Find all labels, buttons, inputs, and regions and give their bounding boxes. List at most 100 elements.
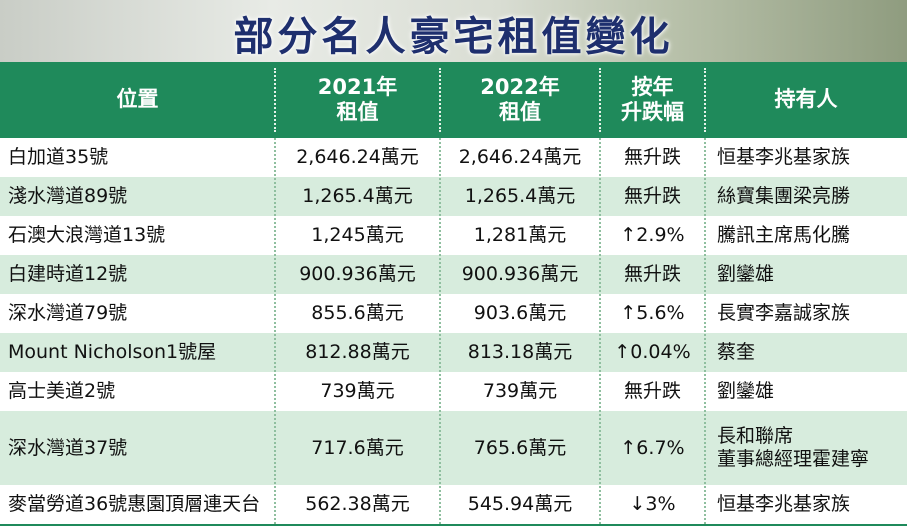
table-cell: 恒基李兆基家族: [705, 138, 907, 177]
header-text: 持有人: [774, 87, 838, 112]
table-cell: 無升跌: [600, 255, 705, 294]
column-separator: [599, 138, 601, 524]
column-separator: [704, 138, 706, 524]
column-separator: [439, 68, 441, 132]
table-cell: 長和聯席 董事總經理霍建寧: [705, 411, 907, 485]
cell-text: ↑5.6%: [620, 302, 685, 325]
table-cell: 812.88萬元: [275, 333, 440, 372]
column-separator: [439, 138, 441, 524]
cell-text: 石澳大浪灣道13號: [8, 224, 166, 247]
cell-text: 無升跌: [623, 380, 681, 403]
table-cell: 717.6萬元: [275, 411, 440, 485]
table-cell: 劉鑾雄: [705, 255, 907, 294]
cell-text: 900.936萬元: [461, 263, 579, 286]
cell-text: 739萬元: [482, 380, 558, 403]
row-background: [0, 177, 907, 216]
header-cell: 位置: [0, 62, 275, 138]
table-cell: 900.936萬元: [440, 255, 600, 294]
table-cell: 長實李嘉誠家族: [705, 294, 907, 333]
cell-text: 855.6萬元: [311, 302, 404, 325]
cell-text: 騰訊主席馬化騰: [717, 224, 851, 247]
row-background: [0, 333, 907, 372]
column-separator: [274, 138, 276, 524]
title: 部分名人豪宅租值變化: [233, 13, 674, 60]
header-text: 2022年: [480, 74, 560, 99]
cell-text: Mount Nicholson1號屋: [8, 341, 217, 364]
cell-text: 900.936萬元: [299, 263, 416, 286]
cell-text: 恒基李兆基家族: [717, 493, 851, 516]
cell-text: 劉鑾雄: [717, 380, 775, 403]
cell-text: 蔡奎: [717, 341, 756, 364]
cell-text: 545.94萬元: [467, 493, 573, 516]
cell-text: 董事總經理霍建寧: [717, 448, 870, 470]
header-text: 升跌幅: [621, 100, 684, 124]
cell-text: 717.6萬元: [311, 436, 404, 459]
row-background: [0, 216, 907, 255]
cell-text: 2,646.24萬元: [458, 146, 582, 169]
cell-text: ↓3%: [629, 493, 676, 516]
cell-text: 無升跌: [623, 185, 681, 208]
table-cell: 石澳大浪灣道13號: [0, 216, 275, 255]
cell-text: ↑6.7%: [620, 436, 685, 459]
table-cell: 2,646.24萬元: [275, 138, 440, 177]
header-cell: 持有人: [705, 62, 907, 138]
table-cell: 1,281萬元: [440, 216, 600, 255]
table-cell: 劉鑾雄: [705, 372, 907, 411]
title-background: [0, 0, 907, 62]
cell-text: 1,265.4萬元: [302, 185, 413, 208]
cell-text: 無升跌: [623, 263, 681, 286]
table-cell: 蔡奎: [705, 333, 907, 372]
table-cell: 絲寶集團梁亮勝: [705, 177, 907, 216]
cell-text: 765.6萬元: [473, 436, 567, 459]
table-cell: 765.6萬元: [440, 411, 600, 485]
table-cell: 1,245萬元: [275, 216, 440, 255]
table-cell: ↑2.9%: [600, 216, 705, 255]
table-cell: 545.94萬元: [440, 485, 600, 524]
table-cell: 903.6萬元: [440, 294, 600, 333]
column-separator: [599, 68, 601, 132]
cell-text: 白加道35號: [8, 146, 109, 169]
table-cell: 1,265.4萬元: [275, 177, 440, 216]
table-cell: 813.18萬元: [440, 333, 600, 372]
header-text: 租值: [499, 100, 541, 124]
header-cell: 2022年 租值: [440, 62, 600, 138]
table-cell: 無升跌: [600, 177, 705, 216]
cell-text: 深水灣道37號: [8, 436, 128, 459]
cell-text: 1,281萬元: [473, 224, 567, 247]
header-cell: 2021年 租值: [275, 62, 440, 138]
table-cell: ↓3%: [600, 485, 705, 524]
table-cell: 2,646.24萬元: [440, 138, 600, 177]
row-background: [0, 372, 907, 411]
table-cell: 無升跌: [600, 372, 705, 411]
row-background: [0, 485, 907, 524]
cell-text: ↑0.04%: [614, 341, 691, 364]
table-cell: ↑0.04%: [600, 333, 705, 372]
cell-text: 絲寶集團梁亮勝: [717, 185, 851, 208]
header-text: 按年: [631, 74, 674, 99]
table-cell: 白建時道12號: [0, 255, 275, 294]
header-text: 2021年: [317, 74, 398, 99]
column-separator: [704, 68, 706, 132]
row-background: [0, 138, 907, 177]
table-cell: 高士美道2號: [0, 372, 275, 411]
column-separator: [274, 68, 276, 132]
cell-text: 812.88萬元: [305, 341, 410, 364]
cell-text: 739萬元: [320, 380, 395, 403]
header-text: 位置: [116, 87, 159, 112]
cell-text: 903.6萬元: [473, 302, 567, 325]
row-background: [0, 411, 907, 485]
header-background: [0, 62, 907, 138]
cell-text: ↑2.9%: [620, 224, 685, 247]
table-cell: Mount Nicholson1號屋: [0, 333, 275, 372]
table-cell: 白加道35號: [0, 138, 275, 177]
table-cell: 855.6萬元: [275, 294, 440, 333]
table-cell: 562.38萬元: [275, 485, 440, 524]
table-cell: 騰訊主席馬化騰: [705, 216, 907, 255]
cell-text: 淺水灣道89號: [8, 185, 128, 208]
table-cell: 無升跌: [600, 138, 705, 177]
cell-text: 長和聯席: [717, 425, 794, 448]
table-cell: 深水灣道79號: [0, 294, 275, 333]
table-cell: 1,265.4萬元: [440, 177, 600, 216]
cell-text: 劉鑾雄: [717, 263, 775, 286]
